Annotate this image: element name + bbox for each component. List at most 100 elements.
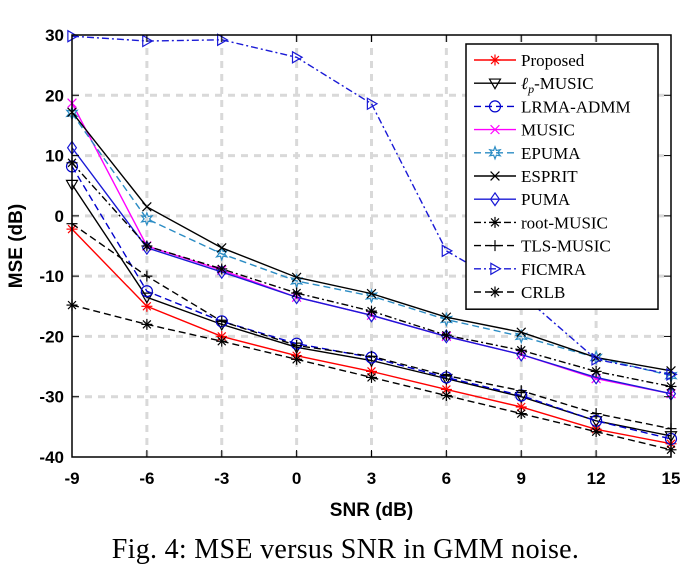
figure-caption: Fig. 4: MSE versus SNR in GMM noise. <box>111 534 580 565</box>
legend-item: ESPRIT <box>474 167 578 186</box>
data-point <box>590 365 602 377</box>
data-point <box>291 272 302 283</box>
y-tick-label: 30 <box>45 26 64 45</box>
legend-label: Proposed <box>521 51 585 70</box>
series-line <box>71 35 672 376</box>
x-tick-label: 0 <box>292 469 301 488</box>
legend-item: Proposed <box>474 51 585 70</box>
legend-label: LRMA-ADMM <box>521 97 631 116</box>
data-point <box>140 292 154 304</box>
data-point <box>515 344 527 356</box>
legend-label: EPUMA <box>521 144 581 163</box>
data-point <box>515 408 527 420</box>
data-point <box>366 288 377 299</box>
y-tick-label: -40 <box>39 448 64 467</box>
y-tick-label: -10 <box>39 267 64 286</box>
legend-label: CRLB <box>521 283 565 302</box>
legend-item: root-MUSIC <box>474 213 608 232</box>
legend-marker <box>488 100 502 113</box>
legend-marker <box>490 262 502 276</box>
legend-label: TLS-MUSIC <box>521 237 611 256</box>
data-point <box>216 335 228 347</box>
legend-label: root-MUSIC <box>521 213 608 232</box>
legend-item: TLS-MUSIC <box>474 237 611 256</box>
legend-item: FICMRA <box>474 260 587 279</box>
legend-item: LRMA-ADMM <box>474 97 631 116</box>
data-point <box>215 246 229 262</box>
data-point <box>140 285 153 298</box>
data-point <box>291 50 304 64</box>
y-tick-label: 20 <box>45 86 64 105</box>
x-axis-ticks: -9 -6 -3 0 3 6 9 12 15 <box>64 35 680 488</box>
legend-marker <box>489 286 501 298</box>
y-tick-label: 0 <box>55 207 64 226</box>
data-point <box>216 315 228 327</box>
data-point <box>141 270 153 282</box>
data-point <box>142 34 154 48</box>
series-lines <box>65 29 678 456</box>
legend-marker <box>490 171 500 181</box>
data-point <box>589 349 603 366</box>
legend-item: ℓp-MUSIC <box>474 74 594 96</box>
x-tick-label: -6 <box>139 469 154 488</box>
legend-label: ESPRIT <box>521 167 578 186</box>
legend-marker <box>488 78 502 90</box>
x-tick-label: 9 <box>517 469 526 488</box>
legend-item: MUSIC <box>474 121 575 140</box>
data-point <box>366 305 377 317</box>
data-point <box>440 370 452 382</box>
data-point <box>591 352 603 366</box>
data-point <box>216 263 228 275</box>
data-point <box>366 371 377 383</box>
data-point <box>216 242 227 253</box>
series-root-music <box>66 157 677 392</box>
data-point <box>141 318 153 330</box>
x-tick-label: 3 <box>367 469 376 488</box>
x-tick-label: 6 <box>442 469 451 488</box>
data-point <box>291 339 303 351</box>
data-point <box>440 390 452 402</box>
data-point <box>516 327 527 338</box>
legend-marker <box>490 124 500 135</box>
legend-label: PUMA <box>521 190 571 209</box>
y-tick-label: -30 <box>39 388 64 407</box>
data-point <box>439 311 454 328</box>
x-tick-label: -3 <box>214 469 229 488</box>
legend-marker <box>489 240 501 252</box>
data-point <box>141 240 153 252</box>
y-tick-label: -20 <box>39 327 64 346</box>
series-line <box>71 112 672 377</box>
x-tick-label: 12 <box>587 469 606 488</box>
data-point <box>441 244 454 258</box>
data-point <box>141 300 153 312</box>
x-tick-label: -9 <box>64 469 79 488</box>
legend-item: EPUMA <box>474 144 581 163</box>
data-point <box>216 264 227 280</box>
data-point <box>291 287 303 299</box>
series-esprit <box>67 107 676 376</box>
data-point <box>441 312 452 322</box>
legend-marker <box>489 54 501 66</box>
data-point <box>590 370 602 385</box>
series-tls-music <box>66 218 677 435</box>
legend-label: FICMRA <box>521 260 587 279</box>
data-point <box>590 408 602 420</box>
data-point <box>366 350 377 362</box>
data-point <box>515 385 527 397</box>
data-point <box>366 97 379 111</box>
data-point <box>142 201 152 212</box>
legend-label: ℓp-MUSIC <box>521 74 594 96</box>
y-axis-label: MSE (dB) <box>6 204 27 288</box>
y-axis-ticks: -40 -30 -20 -10 0 10 20 30 <box>39 26 671 467</box>
legend-item: PUMA <box>474 190 571 209</box>
legend-marker <box>489 216 501 228</box>
data-point <box>217 33 229 47</box>
data-point <box>291 353 303 365</box>
legend-label: MUSIC <box>521 121 575 140</box>
legend-item: CRLB <box>474 283 565 302</box>
x-axis-label: SNR (dB) <box>330 500 413 521</box>
data-point <box>590 426 602 438</box>
data-point <box>440 329 452 341</box>
